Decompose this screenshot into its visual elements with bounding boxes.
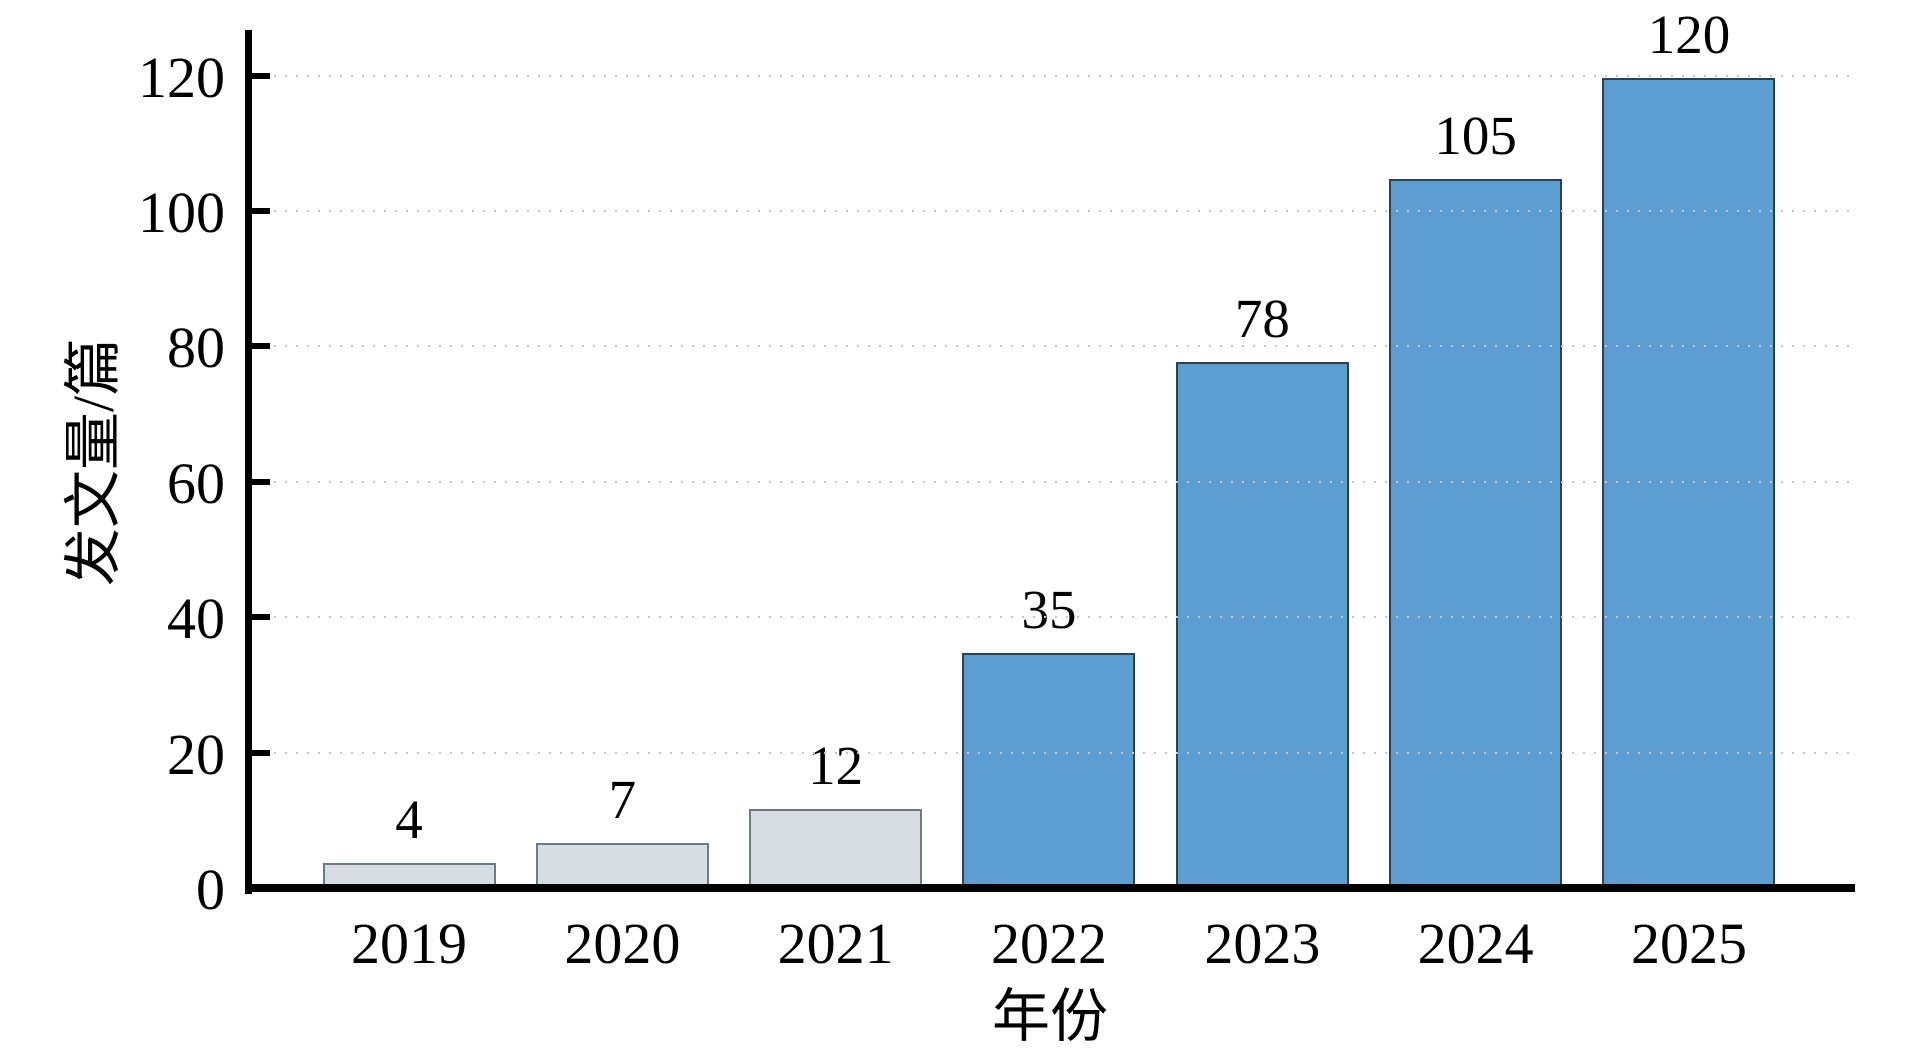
bar-value-label-2019: 4	[395, 788, 423, 850]
y-tick-mark-40	[252, 614, 270, 621]
x-tick-label-2023: 2023	[1204, 911, 1321, 976]
y-axis-spine	[245, 30, 252, 894]
bar-2023	[1175, 361, 1349, 890]
y-tick-mark-60	[252, 478, 270, 485]
x-tick-label-2022: 2022	[990, 911, 1107, 976]
y-tick-label-120: 120	[138, 44, 225, 110]
y-tick-label-20: 20	[167, 721, 225, 787]
y-tick-label-0: 0	[196, 857, 225, 922]
x-tick-label-2021: 2021	[777, 911, 894, 976]
x-axis-spine	[245, 884, 1855, 892]
bar-value-label-2025: 120	[1647, 3, 1731, 65]
bar-value-label-2020: 7	[608, 768, 637, 830]
y-tick-mark-20	[252, 749, 270, 756]
y-tick-mark-100	[252, 208, 270, 214]
y-tick-label-100: 100	[138, 180, 225, 245]
x-axis-title: 年份	[991, 984, 1108, 1049]
x-tick-label-2019: 2019	[351, 911, 467, 976]
bar-2021	[749, 808, 923, 890]
bar-value-label-2021: 12	[808, 734, 864, 796]
bar-2020	[535, 842, 709, 890]
x-tick-label-2024: 2024	[1417, 911, 1534, 976]
gridline-y-120	[252, 74, 1852, 77]
bar-2022	[962, 653, 1136, 890]
bar-value-label-2022: 35	[1021, 579, 1077, 641]
y-tick-label-60: 60	[167, 450, 225, 516]
y-tick-label-80: 80	[167, 315, 225, 381]
bar-value-label-2024: 105	[1434, 105, 1517, 167]
bar-2025	[1602, 77, 1776, 890]
x-tick-label-2020: 2020	[564, 911, 681, 976]
bar-2024	[1389, 179, 1563, 890]
x-tick-label-2025: 2025	[1630, 911, 1747, 976]
y-tick-mark-120	[252, 72, 270, 79]
y-tick-mark-80	[252, 343, 270, 350]
bar-value-label-2023: 78	[1234, 287, 1290, 349]
y-tick-label-40: 40	[167, 586, 225, 652]
